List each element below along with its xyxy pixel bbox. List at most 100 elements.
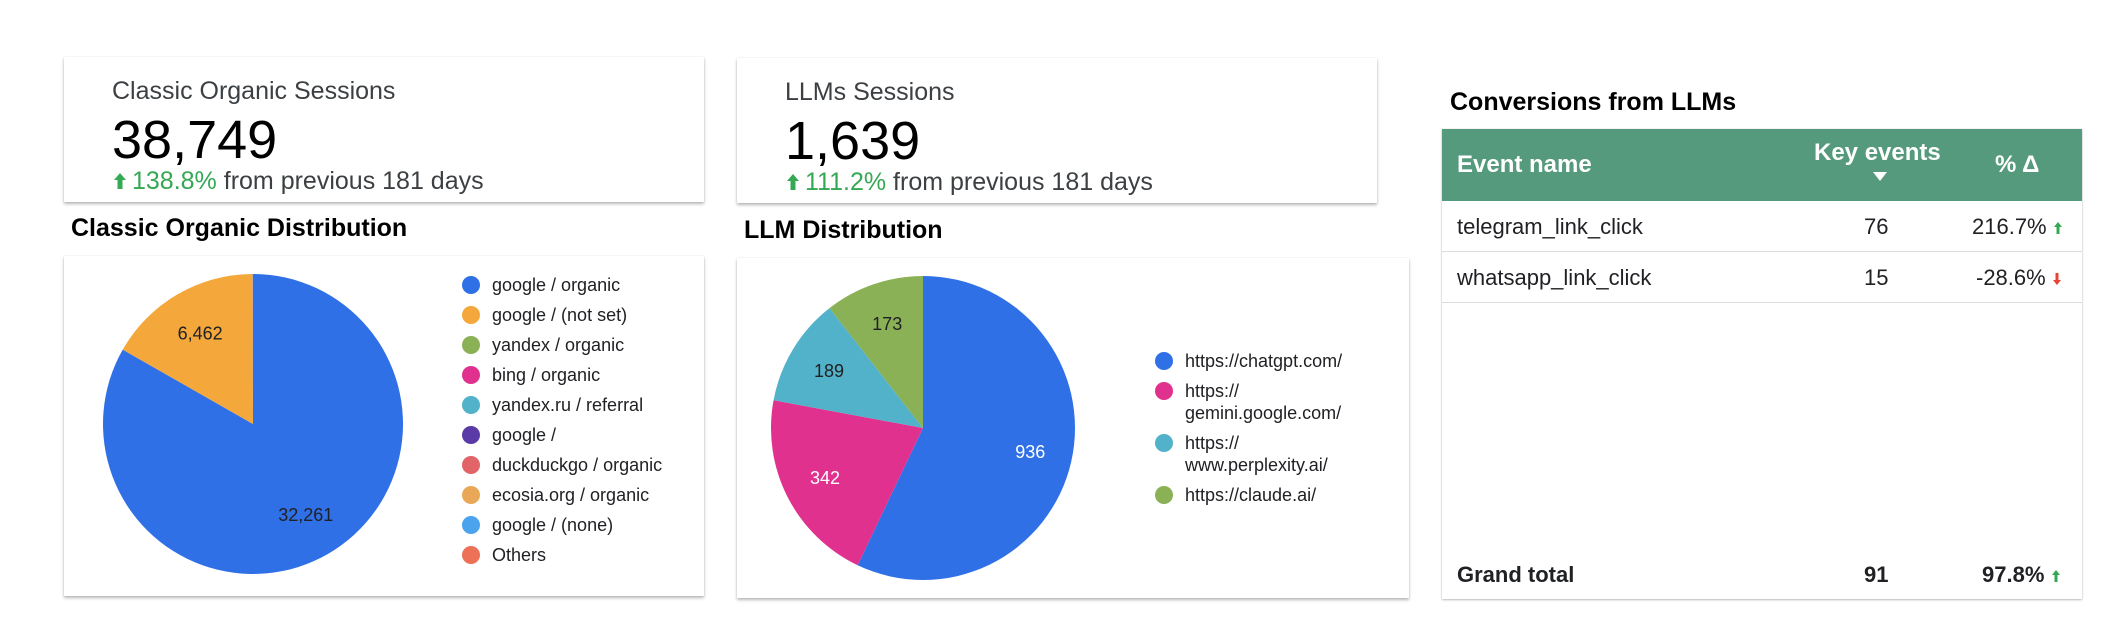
legend-swatch-icon [462,336,480,354]
pie-slice-label: 936 [1015,442,1045,462]
trend-up-icon [2053,222,2062,234]
legend-item[interactable]: bing / organic [462,364,662,386]
legend-label: ecosia.org / organic [492,485,650,505]
pie-slice[interactable] [252,274,253,424]
legend-swatch-icon [462,426,480,444]
legend-swatch-icon [1155,382,1173,400]
legend-swatch-icon [462,456,480,474]
legend-item[interactable]: google / organic [462,274,662,296]
legend-item[interactable]: google / (not set) [462,304,662,326]
delta-text: from previous 181 days [893,168,1153,196]
legend-label: https://chatgpt.com/ [1185,351,1343,371]
pie-slice[interactable] [829,276,923,428]
legend-label: yandex.ru / referral [492,395,644,415]
legend-label: https:// gemini.google.com/ [1185,381,1342,423]
scorecard-value: 38,749 [112,110,278,170]
trend-down-icon [2052,273,2061,285]
legend-item[interactable]: https:// www.perplexity.ai/ [1155,432,1375,476]
grand-total-row: Grand total 91 97.8% [1442,549,2082,599]
event-name-cell: telegram_link_click [1457,214,1643,239]
scorecard-delta: 111.2% from previous 181 days [785,168,1153,197]
legend-item[interactable]: duckduckgo / organic [462,454,662,476]
classic-distribution-chart-card: 32,261 6,462 google / organic google / (no… [64,256,704,596]
legend-swatch-icon [1155,352,1173,370]
percent-delta-value: 97.8% [1982,562,2045,587]
legend-swatch-icon [462,306,480,324]
classic-distribution-pie-chart[interactable]: 32,261 6,462 [88,256,418,586]
percent-delta-cell: -28.6% [1976,265,2062,291]
llm-distribution-chart-card: 936 342 189 173 https://chatgpt.com/https:/… [737,258,1409,598]
legend-swatch-icon [462,546,480,564]
pie-slice[interactable] [102,274,404,574]
legend-label: https://claude.ai/ [1185,485,1317,505]
key-events-cell: 15 [1864,265,1889,290]
classic-distribution-legend: google / organic google / (not set) yandex… [462,274,662,574]
pie-slice-label: 32,261 [278,505,333,525]
arrow-up-icon [787,174,799,190]
legend-item[interactable]: https:// gemini.google.com/ [1155,380,1375,424]
scorecard-label: LLMs Sessions [785,78,955,106]
legend-item[interactable]: google / [462,424,662,446]
scorecard-value: 1,639 [785,111,921,171]
percent-delta-value: -28.6% [1976,265,2046,290]
pie-slice[interactable] [857,276,1075,580]
pie-slice[interactable] [771,400,923,566]
grand-total-label: Grand total [1457,562,1575,587]
classic-distribution-title: Classic Organic Distribution [71,214,408,242]
scorecard-delta: 138.8% from previous 181 days [112,167,484,196]
legend-swatch-icon [462,486,480,504]
legend-label: https:// www.perplexity.ai/ [1185,433,1328,475]
legend-swatch-icon [462,516,480,534]
pie-slice-label: 6,462 [178,323,223,343]
pie-slice-label: 173 [872,314,902,334]
conversions-table: Event name Key events % Δ telegram_link_… [1442,129,2082,599]
legend-label: duckduckgo / organic [492,455,663,475]
legend-label: google / (none) [492,515,614,535]
llm-distribution-legend: https://chatgpt.com/https:// gemini.goog… [1155,350,1375,514]
sort-descending-icon[interactable] [1873,172,1887,181]
legend-item[interactable]: google / (none) [462,514,662,536]
pie-slice-label: 342 [810,468,840,488]
header-key-events[interactable]: Key events [1814,139,1941,166]
grand-total-percent-delta: 97.8% [1982,562,2061,588]
legend-item[interactable]: https://chatgpt.com/ [1155,350,1375,372]
legend-swatch-icon [462,276,480,294]
table-row[interactable]: telegram_link_click 76 216.7% [1442,201,2082,252]
arrow-up-icon [114,173,126,189]
legend-item[interactable]: Others [462,544,662,566]
pie-slice-label: 189 [814,361,844,381]
legend-item[interactable]: https://claude.ai/ [1155,484,1375,506]
table-row[interactable]: whatsapp_link_click 15 -28.6% [1442,252,2082,303]
legend-label: Others [492,545,547,565]
percent-delta-value: 216.7% [1972,214,2047,239]
legend-label: yandex / organic [492,335,625,355]
conversions-title: Conversions from LLMs [1450,88,1737,116]
legend-swatch-icon [462,366,480,384]
llm-distribution-pie-chart[interactable]: 936 342 189 173 [753,258,1093,598]
delta-percent: 138.8% [132,167,217,195]
event-name-cell: whatsapp_link_click [1457,265,1652,290]
pie-slice[interactable] [122,274,253,424]
legend-swatch-icon [462,396,480,414]
legend-swatch-icon [1155,434,1173,452]
grand-total-key-events: 91 [1864,562,1889,587]
legend-swatch-icon [1155,486,1173,504]
scorecard-label: Classic Organic Sessions [112,77,396,105]
legend-item[interactable]: yandex.ru / referral [462,394,662,416]
legend-label: google / [492,425,557,445]
pie-slice[interactable] [773,308,923,428]
table-header: Event name Key events % Δ [1442,129,2082,201]
legend-label: google / organic [492,275,621,295]
legend-label: google / (not set) [492,305,628,325]
percent-delta-cell: 216.7% [1972,214,2063,240]
delta-text: from previous 181 days [223,167,484,195]
scorecard-llm-sessions: LLMs Sessions 1,639 111.2% from previous… [737,58,1377,203]
legend-label: bing / organic [492,365,601,385]
legend-item[interactable]: yandex / organic [462,334,662,356]
header-percent-delta[interactable]: % Δ [1995,151,2040,178]
trend-up-icon [2051,570,2060,582]
header-event-name[interactable]: Event name [1457,151,1592,178]
legend-item[interactable]: ecosia.org / organic [462,484,662,506]
scorecard-classic-organic-sessions: Classic Organic Sessions 38,749 138.8% f… [64,57,704,202]
delta-percent: 111.2% [805,168,887,196]
